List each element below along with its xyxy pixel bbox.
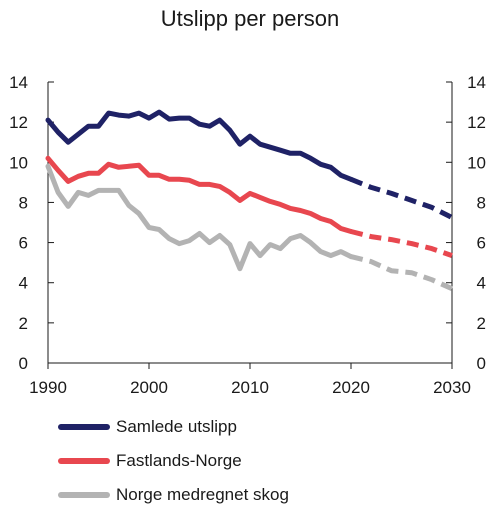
x-tick-label: 2030 [433,378,471,397]
series-line-projection-1 [350,229,453,258]
legend-item: Fastlands-Norge [58,444,289,478]
series-line-historical-0 [45,109,354,182]
y-tick-label: 10 [9,153,28,172]
series-line-historical-1 [45,155,354,234]
legend-item: Norge medregnet skog [58,478,289,512]
line-chart: 0 0 2 2 4 4 6 6 8 8 10 10 12 12 14 14 1990 2000 2010 2020 20… [9,73,486,397]
y-tick-label-right: 6 [477,234,486,253]
x-tick-label: 2000 [130,378,168,397]
y-tick-label-right: 14 [467,73,486,92]
legend-swatch [58,458,110,464]
y-tick-label: 2 [19,314,28,333]
legend-label-samlede: Samlede utslipp [116,417,237,436]
y-tick-label: 0 [19,354,28,373]
y-tick-label-right: 12 [467,113,486,132]
y-tick-label-right: 4 [477,274,486,293]
chart-title: Utslipp per person [160,6,340,31]
y-tick-label: 12 [9,113,28,132]
legend-label-skog: Norge medregnet skog [116,485,289,504]
x-tick-label: 2010 [231,378,269,397]
y-tick-label-right: 10 [467,153,486,172]
y-tick-label: 8 [19,193,28,212]
legend-item: Samlede utslipp [58,410,289,444]
x-tick-label: 2020 [332,378,370,397]
y-tick-label-right: 2 [477,314,486,333]
legend-swatch [58,424,110,430]
y-tick-label-right: 8 [477,193,486,212]
series-line-historical-2 [45,163,354,272]
y-tick-label: 6 [19,234,28,253]
series-line-projection-0 [350,176,454,220]
y-tick-label: 14 [9,73,28,92]
x-tick-label: 1990 [29,378,67,397]
y-tick-label: 4 [19,274,28,293]
legend-label-fastlands: Fastlands-Norge [116,451,242,470]
series-line-projection-2 [350,254,454,291]
y-tick-label-right: 0 [477,354,486,373]
legend: Samlede utslipp Fastlands-Norge Norge me… [58,410,289,512]
legend-swatch [58,492,110,498]
